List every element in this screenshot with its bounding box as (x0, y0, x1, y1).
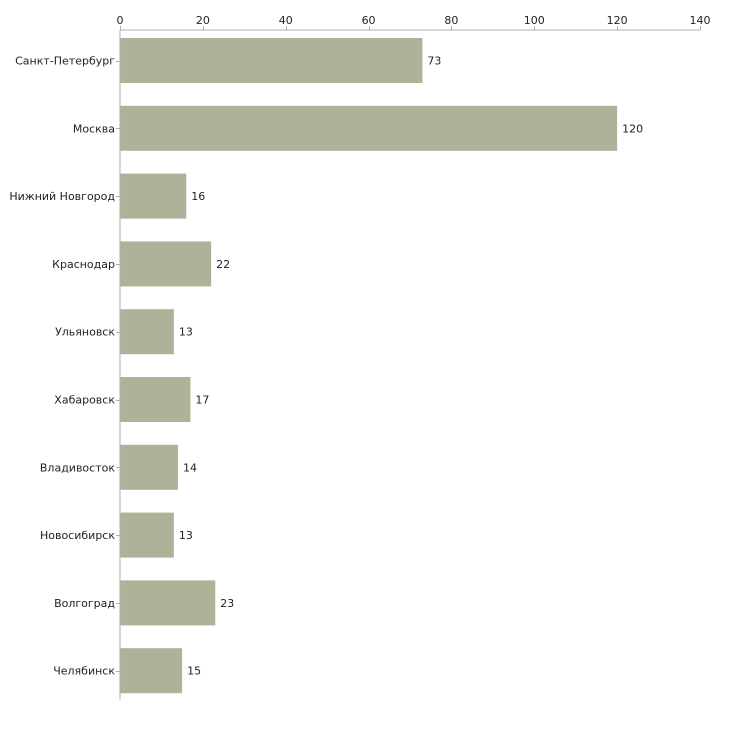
x-tick-label: 140 (690, 14, 711, 27)
category-label: Хабаровск (54, 394, 115, 407)
value-label: 22 (216, 258, 230, 271)
value-label: 15 (187, 665, 201, 678)
bar-1 (120, 38, 423, 83)
bar-4 (120, 241, 212, 287)
bar-8 (120, 512, 174, 558)
value-label: 13 (179, 326, 193, 339)
value-label: 120 (622, 122, 643, 135)
bar-9 (120, 580, 216, 626)
bar-6 (120, 377, 191, 422)
x-tick-label: 80 (444, 14, 458, 27)
x-tick-label: 40 (279, 14, 293, 27)
bar-7 (120, 444, 178, 490)
bar-10 (120, 648, 183, 694)
x-tick-label: 120 (607, 14, 628, 27)
category-label: Краснодар (52, 258, 115, 271)
bar-5 (120, 309, 174, 355)
value-label: 14 (183, 461, 197, 474)
value-label: 23 (220, 597, 234, 610)
value-label: 17 (195, 394, 209, 407)
category-label: Челябинск (53, 665, 115, 678)
x-tick-label: 60 (362, 14, 376, 27)
value-label: 16 (191, 190, 205, 203)
x-tick-label: 0 (117, 14, 124, 27)
category-label: Новосибирск (40, 529, 115, 542)
value-label: 13 (179, 529, 193, 542)
category-label: Владивосток (40, 461, 115, 474)
category-label: Москва (73, 122, 115, 135)
labels-layer: Санкт-Петербург 73 Москва 120 Нижний Новгоро… (9, 55, 643, 678)
bar-2 (120, 105, 618, 151)
x-tick-label: 100 (524, 14, 545, 27)
value-label: 73 (427, 55, 441, 68)
category-label: Нижний Новгород (9, 190, 115, 203)
x-tick-label: 20 (196, 14, 210, 27)
axes-layer: 0 20 40 60 80 100 120 140 (116, 14, 711, 700)
bar-3 (120, 173, 187, 219)
category-label: Ульяновск (55, 326, 115, 339)
category-label: Санкт-Петербург (15, 55, 115, 68)
bars-layer (120, 38, 618, 694)
category-label: Волгоград (54, 597, 115, 610)
